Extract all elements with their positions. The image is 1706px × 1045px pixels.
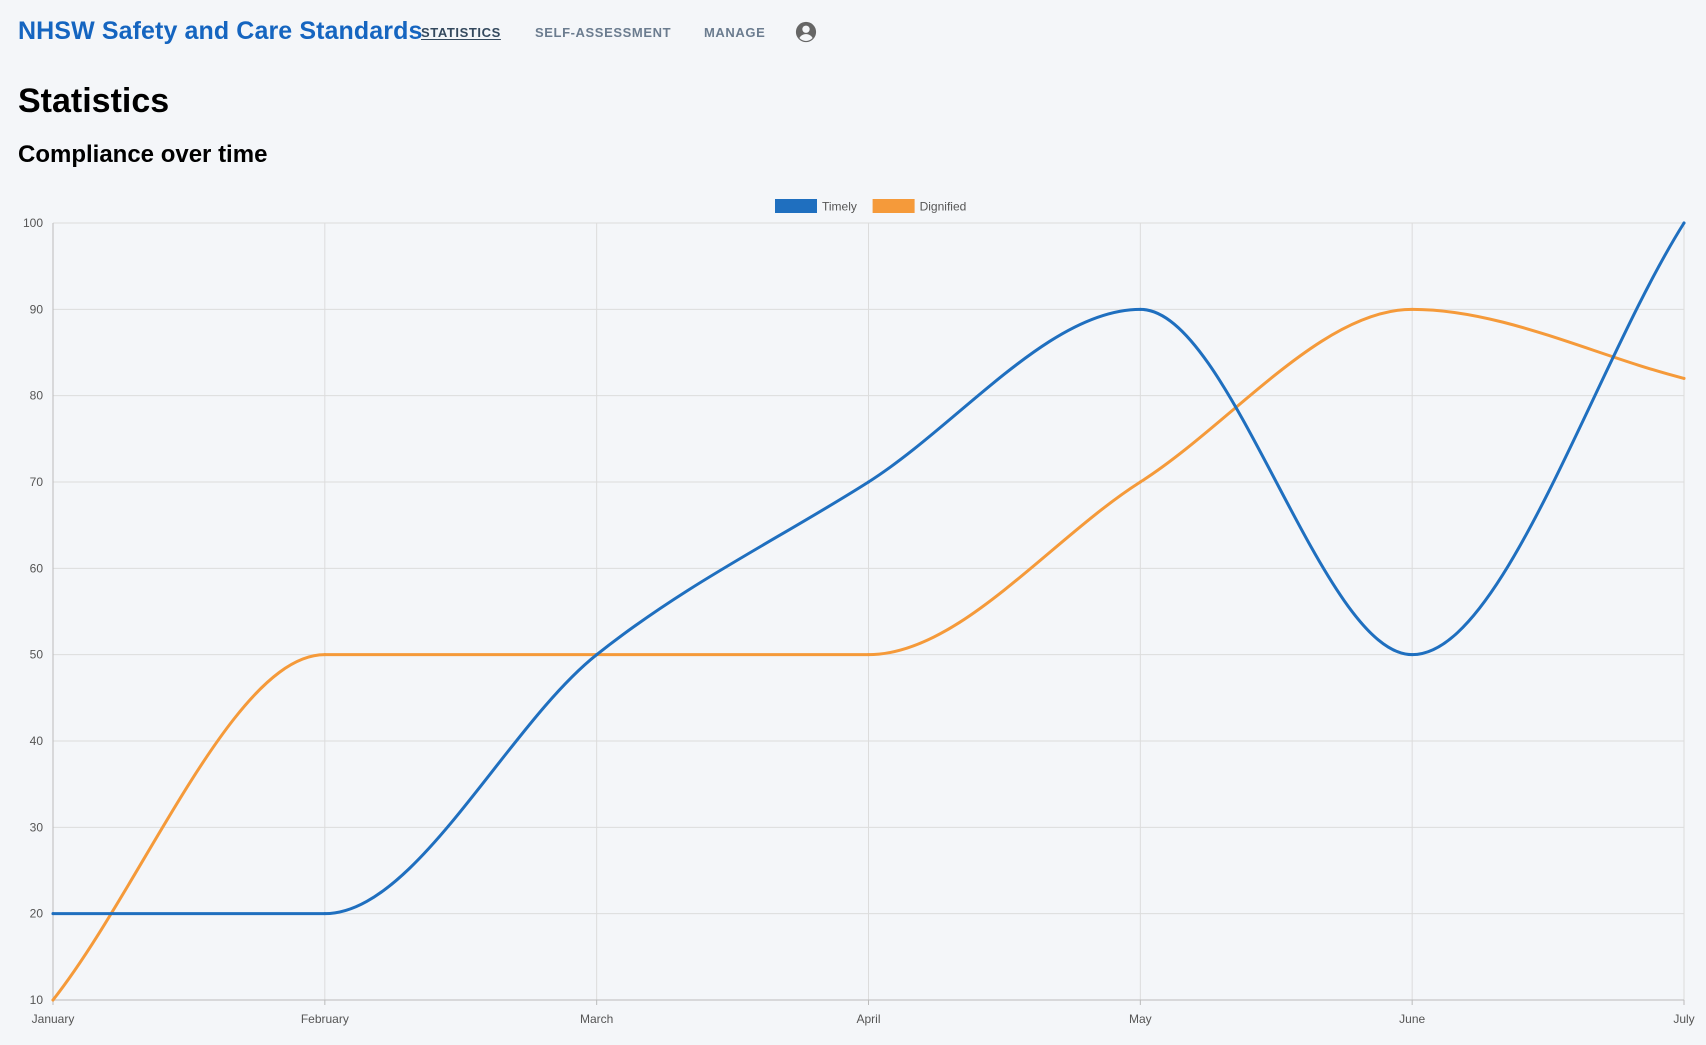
account-circle-icon[interactable] bbox=[795, 21, 817, 43]
data-point-dignified[interactable] bbox=[1682, 376, 1686, 380]
nav-statistics[interactable]: STATISTICS bbox=[421, 25, 501, 40]
brand-title[interactable]: NHSW Safety and Care Standards bbox=[18, 17, 423, 45]
chart-axes: 10 20 30 40 50 60 70 80 90 100 January February Marc… bbox=[23, 216, 1695, 1026]
chart-series bbox=[51, 221, 1686, 1002]
y-tick-label: 60 bbox=[30, 561, 44, 575]
y-tick-label: 10 bbox=[30, 993, 44, 1007]
x-tick-label: May bbox=[1129, 1012, 1152, 1026]
data-point-dignified[interactable] bbox=[1138, 480, 1142, 484]
section-title: Compliance over time bbox=[18, 141, 268, 168]
nav-self-assessment[interactable]: SELF-ASSESSMENT bbox=[535, 25, 672, 40]
y-tick-label: 80 bbox=[30, 389, 44, 403]
x-tick-label: March bbox=[580, 1012, 613, 1026]
data-point-timely[interactable] bbox=[867, 480, 870, 484]
y-tick-label: 40 bbox=[30, 734, 44, 748]
top-navigation-bar: NHSW Safety and Care Standards STATISTIC… bbox=[0, 0, 1706, 66]
data-point-timely[interactable] bbox=[595, 653, 599, 657]
data-point-timely[interactable] bbox=[51, 912, 55, 916]
y-tick-label: 70 bbox=[30, 475, 44, 489]
legend-swatch-dignified[interactable] bbox=[872, 199, 915, 213]
data-point-timely[interactable] bbox=[1682, 221, 1686, 225]
y-tick-label: 90 bbox=[30, 302, 44, 316]
data-point-timely[interactable] bbox=[1410, 653, 1414, 657]
y-tick-label: 20 bbox=[30, 907, 44, 921]
legend-label-dignified[interactable]: Dignified bbox=[920, 200, 967, 214]
series-line-timely bbox=[51, 221, 1686, 916]
data-point-dignified[interactable] bbox=[323, 653, 327, 657]
legend-swatch-timely[interactable] bbox=[775, 199, 817, 213]
page-title: Statistics bbox=[18, 82, 170, 120]
y-tick-label: 100 bbox=[23, 216, 43, 230]
y-tick-label: 50 bbox=[30, 648, 44, 662]
data-point-dignified[interactable] bbox=[51, 998, 55, 1002]
nav-manage[interactable]: MANAGE bbox=[704, 25, 766, 40]
data-point-dignified[interactable] bbox=[867, 653, 870, 657]
x-tick-label: June bbox=[1399, 1012, 1425, 1026]
x-tick-label: July bbox=[1673, 1012, 1694, 1026]
chart-legend[interactable]: Timely Dignified bbox=[775, 199, 966, 214]
data-point-dignified[interactable] bbox=[1410, 307, 1414, 311]
data-point-timely[interactable] bbox=[323, 912, 327, 916]
data-point-timely[interactable] bbox=[1138, 307, 1142, 311]
legend-label-timely[interactable]: Timely bbox=[822, 200, 857, 214]
x-tick-label: February bbox=[301, 1012, 349, 1026]
x-tick-label: April bbox=[856, 1012, 880, 1026]
y-tick-label: 30 bbox=[30, 820, 44, 834]
x-tick-label: January bbox=[32, 1012, 75, 1026]
chart-grid bbox=[52, 222, 1685, 1001]
